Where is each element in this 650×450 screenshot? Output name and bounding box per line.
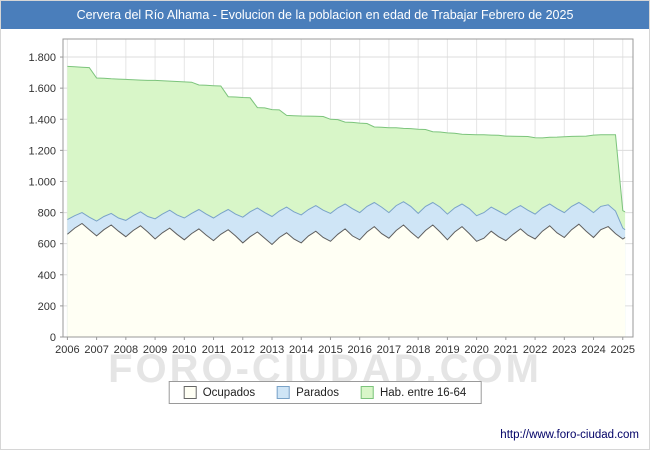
legend-item: Hab. entre 16-64 [360,386,467,399]
svg-text:2015: 2015 [318,344,342,356]
site-url[interactable]: http://www.foro-ciudad.com [500,429,639,441]
svg-text:2009: 2009 [143,344,167,356]
svg-text:1.200: 1.200 [28,145,56,157]
svg-text:2021: 2021 [494,344,518,356]
svg-text:0: 0 [50,332,56,344]
area-chart: 0 200 400 600 800 1.000 1.200 1.400 1.600 1.800 20… [28,38,635,356]
svg-text:200: 200 [38,301,56,313]
svg-text:2013: 2013 [260,344,284,356]
legend-label: Hab. entre 16-64 [379,386,467,399]
svg-text:2006: 2006 [55,344,79,356]
chart-legend: Ocupados Parados Hab. entre 16-64 [168,381,482,404]
legend-swatch [277,386,291,399]
legend-swatch [360,386,374,399]
legend-swatch [183,386,197,399]
legend-label: Ocupados [202,386,256,399]
svg-text:2018: 2018 [406,344,430,356]
svg-text:2022: 2022 [523,344,547,356]
svg-text:800: 800 [38,208,56,220]
svg-text:2020: 2020 [464,344,488,356]
legend-item: Ocupados [183,386,256,399]
svg-text:2024: 2024 [581,344,605,356]
svg-text:1.400: 1.400 [28,114,56,126]
chart-title: Cervera del Río Alhama - Evolucion de la… [1,1,649,29]
svg-text:2007: 2007 [84,344,108,356]
svg-text:1.800: 1.800 [28,52,56,64]
legend-item: Parados [277,386,339,399]
svg-text:600: 600 [38,239,56,251]
svg-text:2008: 2008 [114,344,138,356]
svg-text:2010: 2010 [172,344,196,356]
svg-text:1.600: 1.600 [28,83,56,95]
svg-text:1.000: 1.000 [28,176,56,188]
svg-text:2014: 2014 [289,344,313,356]
svg-text:2016: 2016 [347,344,371,356]
legend-label: Parados [296,386,339,399]
svg-text:2025: 2025 [611,344,635,356]
svg-text:400: 400 [38,270,56,282]
svg-text:2019: 2019 [435,344,459,356]
svg-text:2023: 2023 [552,344,576,356]
svg-text:2012: 2012 [231,344,255,356]
svg-text:2017: 2017 [377,344,401,356]
svg-text:2011: 2011 [202,344,226,356]
